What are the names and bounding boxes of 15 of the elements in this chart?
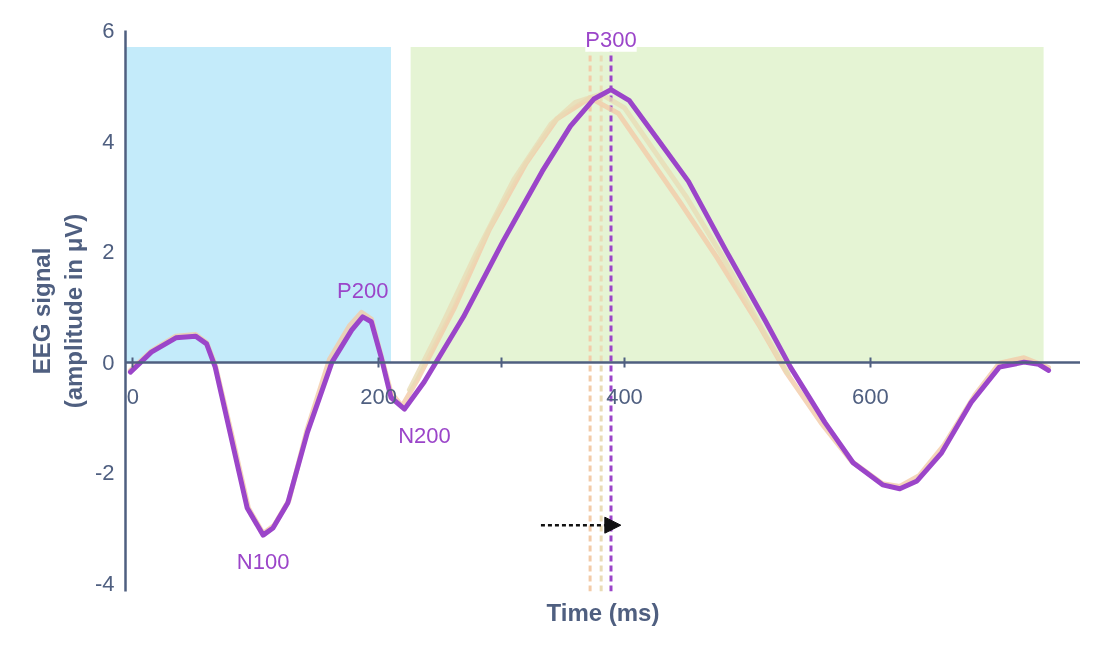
annotation: P200 — [337, 277, 389, 303]
annotation: N100 — [236, 549, 290, 575]
x-tick-label: 0 — [126, 384, 140, 410]
y-tick-label: 6 — [102, 18, 115, 43]
x-axis-title: Time (ms) — [546, 598, 660, 626]
y-tick-label: 4 — [102, 128, 115, 154]
y-tick-label: -4 — [94, 570, 115, 596]
y-axis-title: EEG signal (amplitude in μV) — [27, 213, 87, 409]
x-tick-label: 600 — [851, 384, 889, 410]
annotation: N200 — [398, 423, 451, 449]
y-tick-label: 0 — [102, 349, 115, 375]
x-tick-label: 400 — [606, 384, 643, 410]
annotation: P300 — [585, 26, 637, 52]
y-tick-label: -2 — [94, 460, 115, 486]
y-tick-label: 2 — [102, 239, 115, 265]
